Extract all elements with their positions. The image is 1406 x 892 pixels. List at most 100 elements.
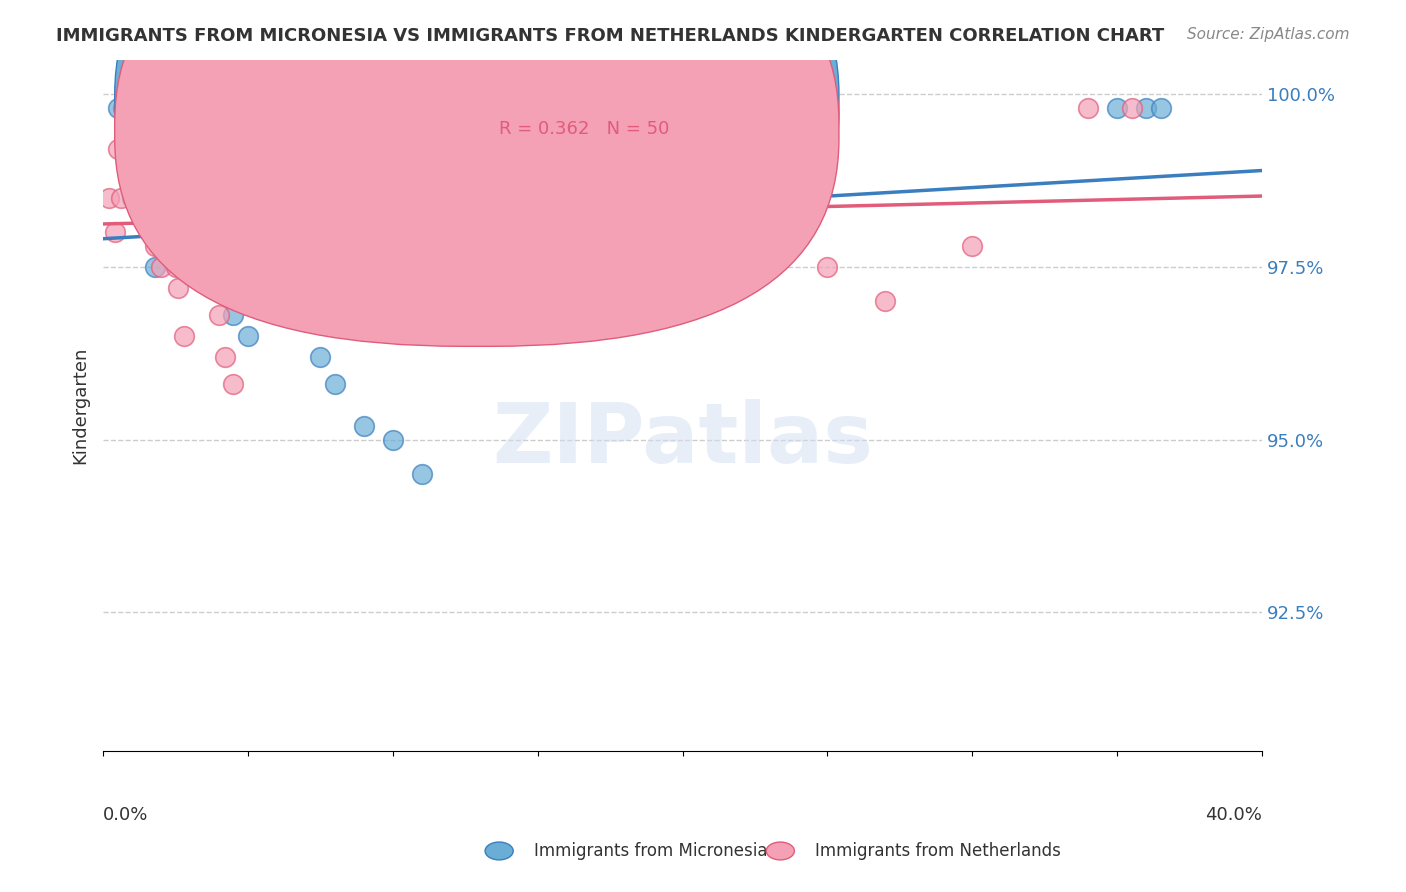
Point xyxy=(97,191,120,205)
Point xyxy=(730,101,752,115)
Point xyxy=(141,169,163,184)
Point xyxy=(167,239,190,253)
Point xyxy=(150,101,173,115)
Point xyxy=(960,239,983,253)
Point xyxy=(323,239,346,253)
Y-axis label: Kindergarten: Kindergarten xyxy=(72,346,89,464)
Point xyxy=(236,329,259,343)
Point xyxy=(132,191,155,205)
Point xyxy=(671,101,693,115)
Point xyxy=(222,377,245,392)
Point xyxy=(132,101,155,115)
Point xyxy=(381,433,404,447)
Text: ZIPatlas: ZIPatlas xyxy=(492,399,873,480)
Point xyxy=(231,260,253,274)
Point xyxy=(146,191,169,205)
Point xyxy=(162,191,184,205)
Point xyxy=(110,191,132,205)
Point xyxy=(173,329,195,343)
FancyBboxPatch shape xyxy=(115,0,839,346)
Point xyxy=(1077,101,1099,115)
Point xyxy=(208,308,231,322)
Point xyxy=(222,308,245,322)
Point xyxy=(411,467,433,482)
Point xyxy=(165,143,187,157)
Point xyxy=(138,143,160,157)
Point xyxy=(1135,101,1157,115)
Point xyxy=(323,377,346,392)
Point xyxy=(127,121,149,136)
Point xyxy=(127,143,149,157)
Point xyxy=(815,260,838,274)
Point xyxy=(193,239,215,253)
Point xyxy=(266,225,288,239)
Text: Immigrants from Netherlands: Immigrants from Netherlands xyxy=(815,842,1062,860)
Point xyxy=(758,108,780,122)
Point xyxy=(440,280,463,294)
Point xyxy=(555,239,578,253)
Point xyxy=(179,143,201,157)
Point xyxy=(214,191,236,205)
Point xyxy=(252,239,274,253)
Point xyxy=(236,280,259,294)
Point xyxy=(252,280,274,294)
Point xyxy=(173,211,195,226)
Point xyxy=(143,239,166,253)
Point xyxy=(115,121,138,136)
Text: 40.0%: 40.0% xyxy=(1205,805,1263,824)
Point xyxy=(150,260,173,274)
Text: R = 0.362   N = 50: R = 0.362 N = 50 xyxy=(499,120,669,137)
Point xyxy=(162,225,184,239)
Point xyxy=(104,225,127,239)
Point xyxy=(112,101,135,115)
Point xyxy=(184,191,207,205)
Point xyxy=(141,169,163,184)
Point xyxy=(613,191,636,205)
Point xyxy=(295,308,318,322)
Text: IMMIGRANTS FROM MICRONESIA VS IMMIGRANTS FROM NETHERLANDS KINDERGARTEN CORRELATI: IMMIGRANTS FROM MICRONESIA VS IMMIGRANTS… xyxy=(56,27,1164,45)
Point xyxy=(202,280,225,294)
Point xyxy=(1121,101,1143,115)
Point xyxy=(124,156,146,170)
Point xyxy=(129,169,152,184)
Point xyxy=(280,239,302,253)
Point xyxy=(266,225,288,239)
Point xyxy=(121,101,143,115)
Point xyxy=(156,211,179,226)
Point xyxy=(135,101,157,115)
Point xyxy=(440,260,463,274)
Point xyxy=(121,191,143,205)
Point xyxy=(295,294,318,309)
Point xyxy=(875,294,897,309)
FancyBboxPatch shape xyxy=(444,73,758,156)
Point xyxy=(1149,101,1171,115)
Point xyxy=(309,350,332,364)
Text: R = 0.365   N = 43: R = 0.365 N = 43 xyxy=(499,92,671,110)
Point xyxy=(671,101,693,115)
Point xyxy=(143,260,166,274)
Point xyxy=(107,101,129,115)
Point xyxy=(202,260,225,274)
Point xyxy=(138,101,160,115)
Point xyxy=(214,350,236,364)
Point xyxy=(165,260,187,274)
Text: 0.0%: 0.0% xyxy=(103,805,149,824)
Point xyxy=(353,260,375,274)
Point xyxy=(107,143,129,157)
Text: Immigrants from Micronesia: Immigrants from Micronesia xyxy=(534,842,768,860)
Point xyxy=(156,169,179,184)
Point xyxy=(280,260,302,274)
Point xyxy=(498,225,520,239)
FancyBboxPatch shape xyxy=(115,0,839,318)
Point xyxy=(381,294,404,309)
Point xyxy=(146,143,169,157)
Point xyxy=(167,280,190,294)
Point xyxy=(498,260,520,274)
Point xyxy=(353,418,375,433)
Point xyxy=(179,239,201,253)
Point xyxy=(135,143,157,157)
Point xyxy=(184,191,207,205)
Point xyxy=(118,143,141,157)
Point xyxy=(170,191,193,205)
Point xyxy=(231,239,253,253)
